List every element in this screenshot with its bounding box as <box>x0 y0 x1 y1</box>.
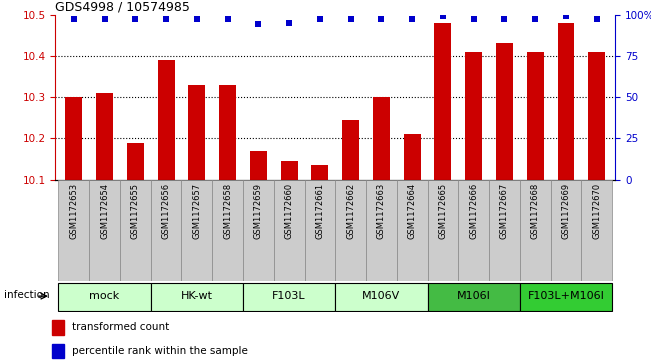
Text: percentile rank within the sample: percentile rank within the sample <box>72 346 247 356</box>
Point <box>469 17 479 23</box>
Point <box>314 17 325 23</box>
Bar <box>465 52 482 180</box>
Point <box>499 17 510 23</box>
Bar <box>366 180 397 281</box>
Text: GSM1172660: GSM1172660 <box>284 183 294 239</box>
Text: mock: mock <box>89 291 120 301</box>
Text: GSM1172657: GSM1172657 <box>192 183 201 239</box>
Text: GDS4998 / 10574985: GDS4998 / 10574985 <box>55 0 190 13</box>
Bar <box>273 180 305 281</box>
Text: GSM1172654: GSM1172654 <box>100 183 109 239</box>
Bar <box>458 180 489 281</box>
Bar <box>127 143 144 180</box>
Point <box>100 17 110 23</box>
Point <box>407 17 417 23</box>
Point <box>346 17 356 23</box>
Point <box>561 13 571 19</box>
Text: GSM1172656: GSM1172656 <box>161 183 171 239</box>
Text: GSM1172663: GSM1172663 <box>377 183 386 239</box>
Bar <box>496 44 513 180</box>
Point <box>130 17 141 23</box>
Bar <box>243 283 335 311</box>
Bar <box>188 85 205 180</box>
Text: GSM1172670: GSM1172670 <box>592 183 602 239</box>
Bar <box>89 180 120 281</box>
Bar <box>404 134 421 180</box>
Text: GSM1172655: GSM1172655 <box>131 183 140 239</box>
Bar <box>335 283 428 311</box>
Bar <box>557 23 574 180</box>
Text: F103L+M106I: F103L+M106I <box>527 291 604 301</box>
Bar <box>52 344 64 358</box>
Bar <box>428 180 458 281</box>
Bar <box>551 180 581 281</box>
Bar <box>158 60 174 180</box>
Text: GSM1172653: GSM1172653 <box>69 183 78 239</box>
Point <box>284 20 294 26</box>
Text: transformed count: transformed count <box>72 322 169 333</box>
Bar <box>52 320 64 335</box>
Bar <box>373 97 390 180</box>
Point <box>530 17 540 23</box>
Text: M106I: M106I <box>457 291 491 301</box>
Text: infection: infection <box>5 290 50 300</box>
Bar <box>527 52 544 180</box>
Bar <box>305 180 335 281</box>
Text: HK-wt: HK-wt <box>181 291 213 301</box>
Bar <box>243 180 273 281</box>
Bar <box>150 283 243 311</box>
Point <box>437 13 448 19</box>
Bar <box>96 93 113 180</box>
Bar <box>281 161 298 180</box>
Bar <box>59 283 150 311</box>
Point <box>161 17 171 23</box>
Bar <box>65 97 82 180</box>
Bar <box>489 180 520 281</box>
Point <box>68 17 79 23</box>
Bar <box>150 180 182 281</box>
Bar <box>212 180 243 281</box>
Bar <box>428 283 520 311</box>
Text: GSM1172667: GSM1172667 <box>500 183 509 239</box>
Point <box>223 17 233 23</box>
Text: GSM1172668: GSM1172668 <box>531 183 540 239</box>
Bar <box>335 180 366 281</box>
Text: GSM1172662: GSM1172662 <box>346 183 355 239</box>
Bar <box>250 151 267 180</box>
Bar <box>342 120 359 180</box>
Bar <box>397 180 428 281</box>
Bar <box>581 180 612 281</box>
Text: GSM1172664: GSM1172664 <box>408 183 417 239</box>
Text: GSM1172661: GSM1172661 <box>315 183 324 239</box>
Text: M106V: M106V <box>363 291 400 301</box>
Text: GSM1172666: GSM1172666 <box>469 183 478 239</box>
Point <box>376 17 387 23</box>
Point <box>592 17 602 23</box>
Bar <box>434 23 451 180</box>
Point <box>253 21 264 27</box>
Text: GSM1172659: GSM1172659 <box>254 183 263 239</box>
Text: GSM1172669: GSM1172669 <box>561 183 570 239</box>
Bar <box>520 283 612 311</box>
Bar <box>59 180 89 281</box>
Text: F103L: F103L <box>272 291 306 301</box>
Bar <box>520 180 551 281</box>
Bar <box>219 85 236 180</box>
Text: GSM1172665: GSM1172665 <box>438 183 447 239</box>
Bar <box>589 52 605 180</box>
Bar <box>120 180 150 281</box>
Point <box>191 17 202 23</box>
Bar <box>182 180 212 281</box>
Text: GSM1172658: GSM1172658 <box>223 183 232 239</box>
Bar <box>311 165 328 180</box>
